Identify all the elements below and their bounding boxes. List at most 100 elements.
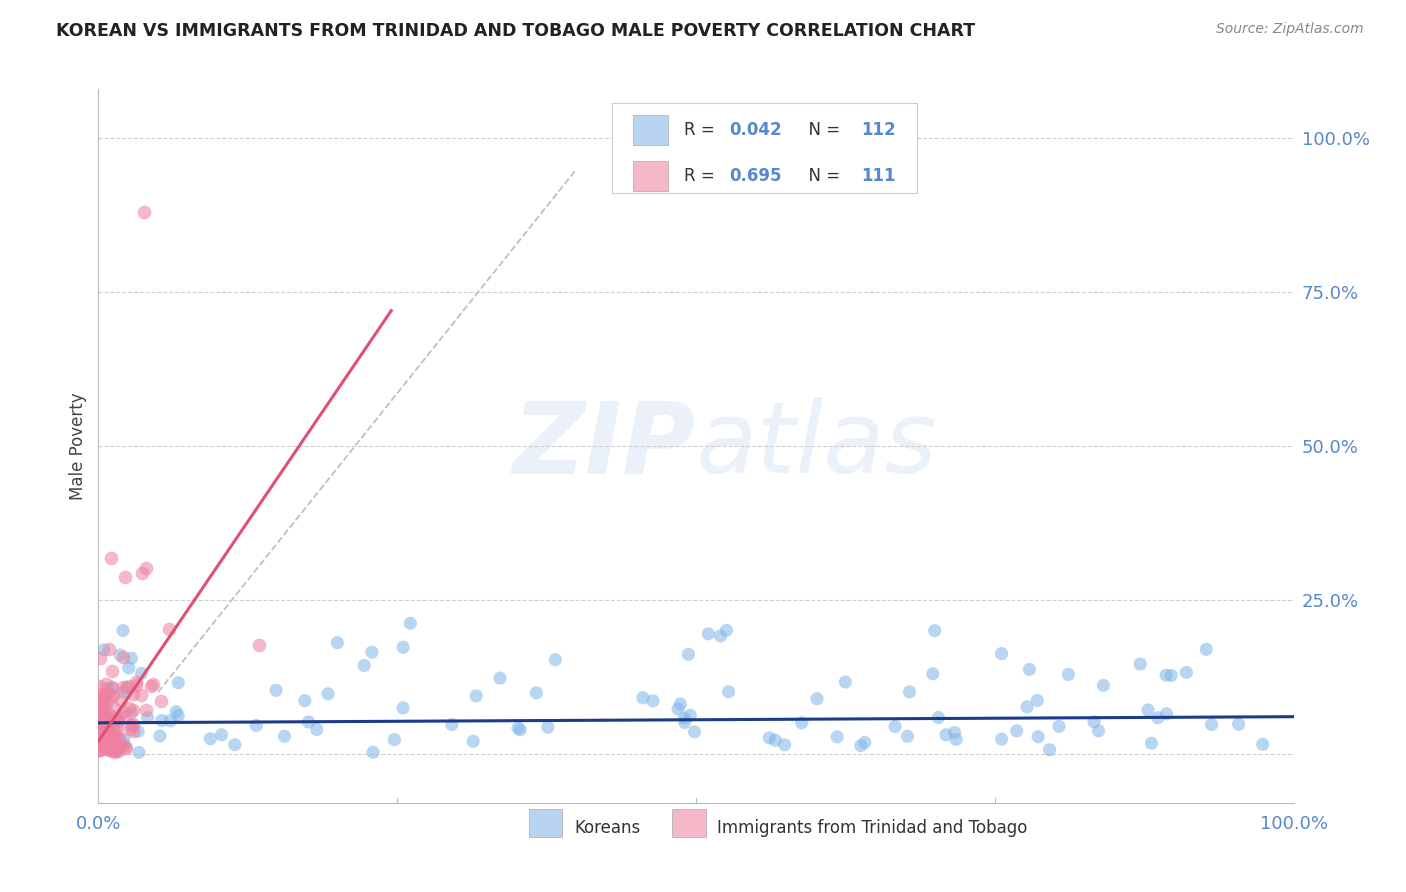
- Point: [98, 710, 121, 724]
- Point: [91, 733, 114, 747]
- Point: [122, 723, 145, 738]
- Text: Source: ZipAtlas.com: Source: ZipAtlas.com: [1216, 22, 1364, 37]
- Point: [97, 696, 120, 710]
- Point: [91, 693, 114, 707]
- Point: [101, 743, 124, 757]
- Point: [509, 723, 531, 737]
- Point: [326, 635, 349, 649]
- Point: [89, 693, 111, 707]
- Point: [834, 675, 856, 690]
- Point: [136, 711, 159, 725]
- Point: [211, 728, 233, 742]
- Point: [361, 645, 384, 659]
- Point: [94, 726, 117, 740]
- Point: [103, 729, 125, 743]
- Point: [89, 650, 111, 665]
- Point: [150, 714, 173, 728]
- Point: [118, 722, 141, 736]
- Point: [1129, 657, 1152, 671]
- Point: [103, 726, 125, 740]
- Point: [463, 734, 485, 748]
- Point: [1026, 730, 1049, 744]
- Point: [94, 719, 117, 733]
- Point: [90, 727, 112, 741]
- Point: [98, 726, 121, 740]
- Point: [104, 743, 127, 757]
- Point: [117, 701, 139, 715]
- Point: [112, 710, 135, 724]
- Point: [87, 735, 110, 749]
- Point: [132, 205, 155, 219]
- Point: [1175, 665, 1198, 680]
- Point: [91, 699, 114, 714]
- Point: [1137, 703, 1160, 717]
- Text: 0.695: 0.695: [730, 168, 782, 186]
- Point: [120, 651, 142, 665]
- Point: [121, 703, 143, 717]
- Point: [157, 622, 180, 636]
- Point: [167, 708, 190, 723]
- Point: [790, 715, 813, 730]
- Point: [763, 733, 786, 747]
- Text: 0.0%: 0.0%: [76, 815, 121, 833]
- Point: [135, 703, 157, 717]
- Point: [247, 638, 270, 652]
- Point: [125, 674, 148, 689]
- Point: [990, 732, 1012, 747]
- Point: [679, 708, 702, 723]
- Point: [101, 736, 124, 750]
- Point: [129, 688, 152, 702]
- Point: [91, 704, 114, 718]
- Point: [91, 732, 114, 747]
- FancyBboxPatch shape: [529, 808, 562, 837]
- Point: [489, 671, 512, 685]
- Point: [97, 743, 120, 757]
- Point: [96, 711, 118, 725]
- Text: Koreans: Koreans: [574, 820, 640, 838]
- Point: [1140, 736, 1163, 750]
- Point: [150, 694, 173, 708]
- Point: [87, 712, 110, 726]
- Point: [112, 705, 135, 719]
- Point: [131, 566, 153, 581]
- Point: [121, 687, 143, 701]
- Point: [105, 739, 128, 753]
- Point: [91, 705, 114, 719]
- Point: [924, 624, 946, 638]
- Point: [93, 731, 115, 746]
- Point: [305, 723, 328, 737]
- Point: [114, 741, 136, 756]
- Point: [90, 730, 112, 744]
- Point: [94, 677, 117, 691]
- Point: [945, 732, 967, 747]
- Point: [94, 736, 117, 750]
- Point: [87, 715, 110, 730]
- Point: [89, 723, 111, 737]
- Point: [114, 740, 136, 755]
- Point: [107, 713, 129, 727]
- Point: [392, 701, 415, 715]
- Point: [91, 729, 114, 743]
- Point: [105, 731, 128, 746]
- Point: [921, 666, 943, 681]
- Point: [127, 724, 149, 739]
- Point: [120, 717, 142, 731]
- Point: [806, 691, 828, 706]
- Point: [316, 687, 339, 701]
- Point: [264, 683, 287, 698]
- Text: atlas: atlas: [696, 398, 938, 494]
- Point: [87, 714, 110, 729]
- Point: [1154, 668, 1177, 682]
- Point: [465, 689, 488, 703]
- Point: [716, 624, 738, 638]
- Point: [96, 739, 118, 754]
- Point: [91, 706, 114, 721]
- Point: [135, 560, 157, 574]
- Point: [96, 681, 118, 696]
- Point: [896, 729, 918, 743]
- Point: [935, 728, 957, 742]
- Point: [96, 716, 118, 731]
- Point: [399, 616, 422, 631]
- Text: KOREAN VS IMMIGRANTS FROM TRINIDAD AND TOBAGO MALE POVERTY CORRELATION CHART: KOREAN VS IMMIGRANTS FROM TRINIDAD AND T…: [56, 22, 976, 40]
- Point: [112, 649, 135, 664]
